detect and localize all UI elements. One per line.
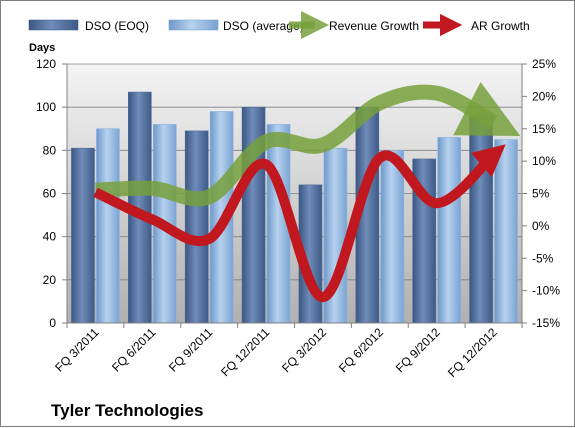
line-ar-growth	[93, 144, 506, 303]
left-tick-label: 120	[36, 57, 56, 71]
bar-dso-average	[437, 137, 461, 324]
left-tick-label: 0	[49, 316, 56, 330]
legend: DSO (EOQ) DSO (average) Revenue Growth A…	[28, 11, 530, 39]
left-tick-label: 80	[43, 143, 57, 157]
right-tick-label: -10%	[532, 284, 560, 298]
x-tick-label: FQ 9/2011	[166, 325, 216, 375]
x-tick-label: FQ 3/2011	[52, 325, 102, 375]
lines	[93, 81, 521, 303]
line-revenue-growth	[95, 81, 521, 207]
bar-dso-eoq	[71, 147, 95, 324]
left-tick-label: 20	[43, 273, 57, 287]
x-tick-labels: FQ 3/2011 FQ 6/2011 FQ 9/2011 FQ 12/2011 FQ …	[52, 325, 500, 380]
left-tick-label: 40	[43, 230, 57, 244]
legend-swatch-dso-average	[168, 19, 219, 31]
legend-label-revenue-growth: Revenue Growth	[329, 19, 419, 33]
legend-label-dso-eoq: DSO (EOQ)	[85, 19, 149, 33]
x-tick-label: FQ 6/2012	[336, 325, 386, 375]
legend-swatch-dso-eoq	[28, 19, 79, 31]
axes	[66, 64, 523, 328]
bar-dso-average	[96, 128, 120, 324]
legend-label-dso-average: DSO (average)	[223, 19, 304, 33]
x-tick-label: FQ 12/2011	[218, 325, 272, 379]
x-tick-label: FQ 9/2012	[393, 325, 443, 375]
x-tick-label: FQ 6/2011	[109, 325, 159, 375]
right-tick-label: 15%	[532, 122, 556, 136]
right-tick-label: -5%	[532, 251, 554, 265]
right-tick-labels: -15% -10% -5% 0% 5% 10% 15% 20% 25%	[532, 57, 560, 330]
left-tick-labels: 0 20 40 60 80 100 120	[36, 57, 56, 330]
left-tick-label: 60	[43, 187, 57, 201]
y-axis-title: Days	[29, 42, 55, 54]
bar-dso-average	[380, 150, 405, 324]
right-tick-label: 0%	[532, 219, 550, 233]
right-tick-label: 10%	[532, 154, 556, 168]
legend-label-ar-growth: AR Growth	[471, 19, 530, 33]
left-tick-label: 100	[36, 100, 56, 114]
bar-dso-average	[494, 139, 518, 324]
bar-dso-eoq	[469, 115, 493, 324]
right-tick-label: -15%	[532, 316, 560, 330]
right-tick-label: 5%	[532, 187, 550, 201]
right-tick-label: 25%	[532, 57, 556, 71]
chart-title: Tyler Technologies	[51, 401, 203, 420]
x-tick-label: FQ 3/2012	[279, 325, 329, 375]
right-tick-label: 20%	[532, 89, 556, 103]
bar-dso-eoq	[184, 130, 209, 324]
x-tick-label: FQ 12/2012	[445, 325, 500, 380]
